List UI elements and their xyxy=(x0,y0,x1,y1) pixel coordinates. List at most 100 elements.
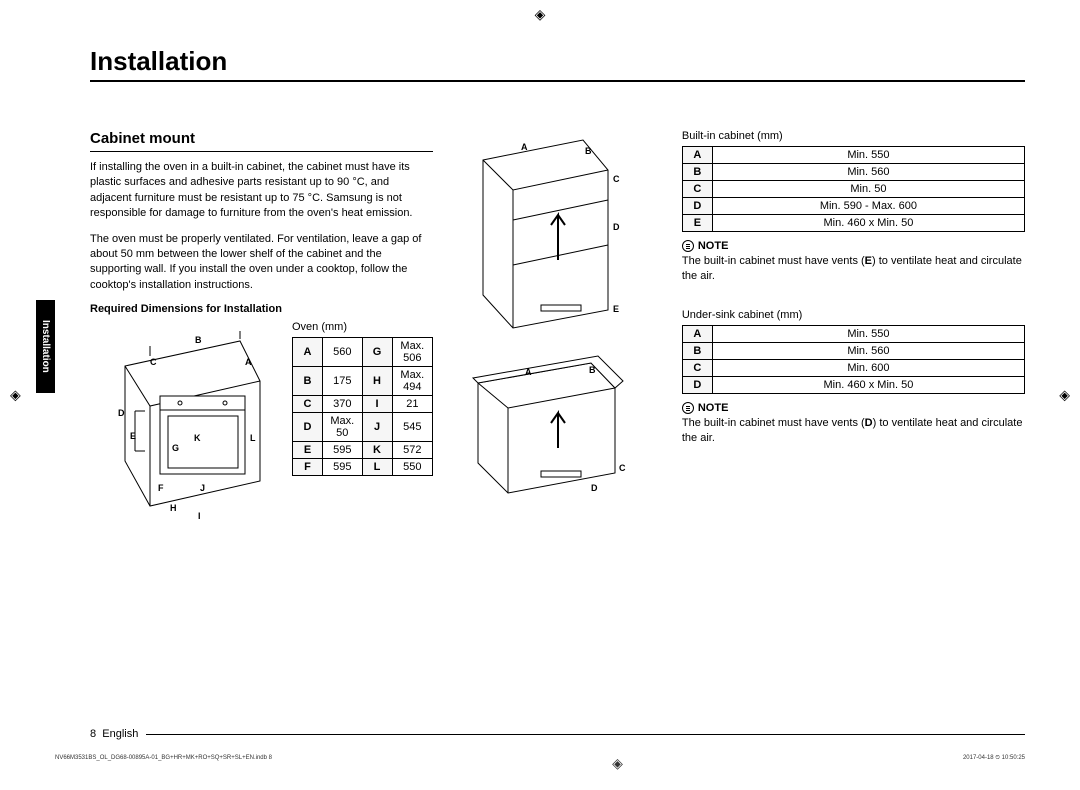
table-key: E xyxy=(293,442,323,459)
table-key: J xyxy=(362,413,392,442)
table-val: Min. 550 xyxy=(712,147,1024,164)
table-key: L xyxy=(362,459,392,476)
undersink-table-caption: Under-sink cabinet (mm) xyxy=(682,309,1025,321)
page-number: 8 xyxy=(90,728,96,740)
print-file: NV66M3531BS_OL_DG68-00895A-01_BG+HR+MK+R… xyxy=(55,755,272,772)
table-key: G xyxy=(362,338,392,367)
note-body-2: The built-in cabinet must have vents (D)… xyxy=(682,416,1025,447)
table-key: B xyxy=(682,342,712,359)
page-language: English xyxy=(102,728,138,740)
svg-text:B: B xyxy=(585,146,592,156)
crop-mark-top-icon: ◈ xyxy=(535,6,546,23)
svg-text:L: L xyxy=(250,433,256,443)
side-tab: Installation xyxy=(36,300,55,393)
svg-text:B: B xyxy=(195,335,202,345)
svg-text:D: D xyxy=(591,483,598,493)
table-key: C xyxy=(682,181,712,198)
table-val: 595 xyxy=(323,442,363,459)
crop-mark-bottom-icon: ◈ xyxy=(612,755,623,772)
note-label: NOTE xyxy=(698,240,729,252)
table-key: D xyxy=(293,413,323,442)
note-icon xyxy=(682,240,694,252)
undersink-cabinet-diagram: A B C D xyxy=(463,353,652,516)
table-val: Min. 600 xyxy=(712,359,1024,376)
print-metadata: NV66M3531BS_OL_DG68-00895A-01_BG+HR+MK+R… xyxy=(55,755,1025,772)
svg-text:A: A xyxy=(245,357,252,367)
svg-text:H: H xyxy=(170,503,177,513)
content-columns: Cabinet mount If installing the oven in … xyxy=(90,130,1025,524)
table-val: 595 xyxy=(323,459,363,476)
table-val: Min. 560 xyxy=(712,164,1024,181)
intro-paragraph-1: If installing the oven in a built-in cab… xyxy=(90,160,433,222)
table-val: 370 xyxy=(323,396,363,413)
section-rule xyxy=(90,151,433,152)
left-column: Cabinet mount If installing the oven in … xyxy=(90,130,433,524)
svg-text:J: J xyxy=(200,483,205,493)
svg-text:C: C xyxy=(619,463,626,473)
builtin-table-caption: Built-in cabinet (mm) xyxy=(682,130,1025,142)
table-val: Min. 460 x Min. 50 xyxy=(712,215,1024,232)
table-key: C xyxy=(682,359,712,376)
table-val: 572 xyxy=(392,442,433,459)
note-label: NOTE xyxy=(698,402,729,414)
table-key: A xyxy=(682,325,712,342)
svg-text:F: F xyxy=(158,483,164,493)
oven-diagram: B C A D E G K L F J H I xyxy=(90,321,280,524)
title-rule xyxy=(90,80,1025,82)
table-key: A xyxy=(682,147,712,164)
svg-text:E: E xyxy=(130,431,136,441)
undersink-dimensions-table: AMin. 550BMin. 560CMin. 600DMin. 460 x M… xyxy=(682,325,1025,394)
table-val: Min. 590 - Max. 600 xyxy=(712,198,1024,215)
svg-text:D: D xyxy=(118,408,125,418)
note-heading-2: NOTE xyxy=(682,402,1025,414)
table-key: B xyxy=(682,164,712,181)
page-title: Installation xyxy=(90,46,227,77)
page-footer: 8 English xyxy=(90,728,1025,740)
oven-diagram-and-table: B C A D E G K L F J H I Oven (mm) A560GM xyxy=(90,321,433,524)
table-key: D xyxy=(682,198,712,215)
table-val: Min. 560 xyxy=(712,342,1024,359)
table-key: B xyxy=(293,367,323,396)
table-val: Min. 460 x Min. 50 xyxy=(712,376,1024,393)
oven-table-caption: Oven (mm) xyxy=(292,321,433,333)
crop-mark-left-icon: ◈ xyxy=(10,387,21,404)
svg-text:K: K xyxy=(194,433,201,443)
table-key: H xyxy=(362,367,392,396)
table-val: 550 xyxy=(392,459,433,476)
table-key: A xyxy=(293,338,323,367)
oven-dimensions-table: A560GMax. 506B175HMax. 494C370I21DMax. 5… xyxy=(292,337,433,476)
table-key: D xyxy=(682,376,712,393)
footer-rule xyxy=(146,734,1025,735)
note-heading-1: NOTE xyxy=(682,240,1025,252)
table-val: 560 xyxy=(323,338,363,367)
svg-text:A: A xyxy=(525,367,532,377)
builtin-dimensions-table: AMin. 550BMin. 560CMin. 50DMin. 590 - Ma… xyxy=(682,146,1025,232)
svg-text:D: D xyxy=(613,222,620,232)
note-icon xyxy=(682,402,694,414)
svg-text:C: C xyxy=(150,357,157,367)
table-val: Max. 494 xyxy=(392,367,433,396)
table-val: Min. 50 xyxy=(712,181,1024,198)
table-key: C xyxy=(293,396,323,413)
table-key: E xyxy=(682,215,712,232)
svg-text:E: E xyxy=(613,304,619,314)
table-val: 175 xyxy=(323,367,363,396)
print-timestamp: 2017-04-18 ⏲ 10:50:25 xyxy=(963,755,1025,772)
table-val: Max. 50 xyxy=(323,413,363,442)
svg-text:B: B xyxy=(589,365,596,375)
note-body-1: The built-in cabinet must have vents (E)… xyxy=(682,254,1025,285)
crop-mark-right-icon: ◈ xyxy=(1059,387,1070,404)
required-dimensions-heading: Required Dimensions for Installation xyxy=(90,303,433,315)
right-column: Built-in cabinet (mm) AMin. 550BMin. 560… xyxy=(682,130,1025,524)
builtin-cabinet-diagram: A B C D E xyxy=(463,130,652,333)
table-val: 545 xyxy=(392,413,433,442)
intro-paragraph-2: The oven must be properly ventilated. Fo… xyxy=(90,232,433,294)
svg-text:C: C xyxy=(613,174,620,184)
table-key: F xyxy=(293,459,323,476)
middle-column: A B C D E A B C D xyxy=(463,130,652,524)
svg-text:I: I xyxy=(198,511,201,521)
svg-text:G: G xyxy=(172,443,179,453)
table-val: Min. 550 xyxy=(712,325,1024,342)
section-heading: Cabinet mount xyxy=(90,130,433,147)
svg-text:A: A xyxy=(521,142,528,152)
